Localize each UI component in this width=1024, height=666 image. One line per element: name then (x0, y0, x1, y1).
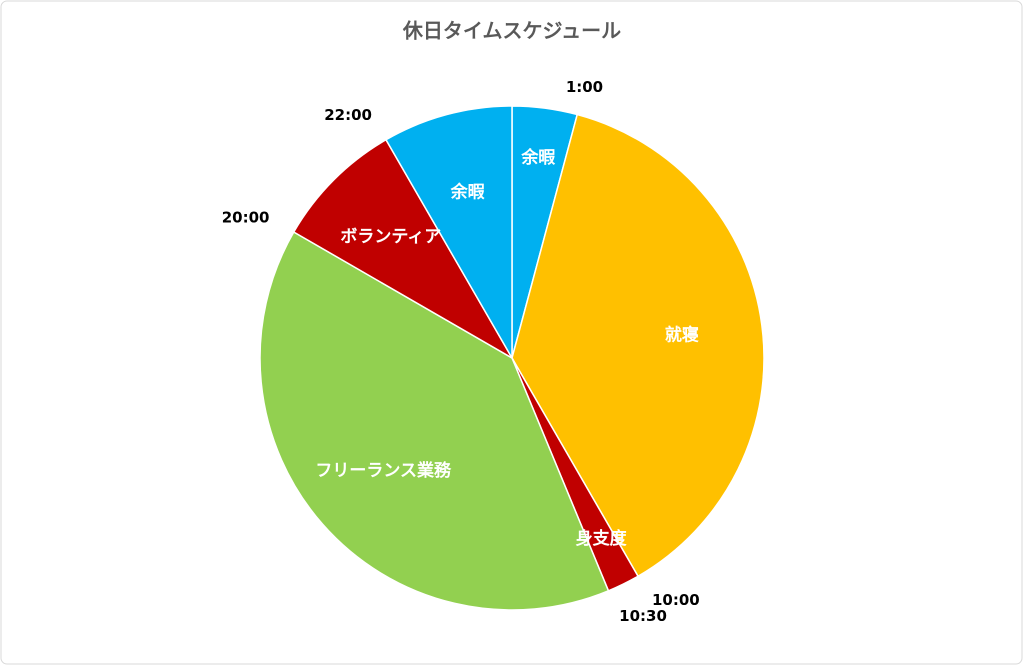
slice-label: フリーランス業務 (315, 460, 452, 481)
pie-slice (511, 113, 765, 578)
slice-label: 余暇 (450, 181, 485, 202)
boundary-label: 1:00 (566, 78, 603, 96)
chart-title: 休日タイムスケジュール (402, 19, 621, 43)
boundary-label: 10:00 (652, 591, 700, 609)
pie-slice (384, 105, 513, 361)
slice-label: 身支度 (576, 528, 628, 549)
boundary-label: 22:00 (324, 106, 372, 124)
boundary-label: 20:00 (222, 209, 270, 227)
slice-label: 就寝 (665, 325, 699, 346)
boundary-label: 10:30 (619, 607, 667, 625)
slice-label: ボランティア (340, 227, 441, 247)
pie-slice (292, 138, 515, 361)
slice-label: 余暇 (520, 147, 555, 168)
pie-slice (259, 230, 610, 611)
